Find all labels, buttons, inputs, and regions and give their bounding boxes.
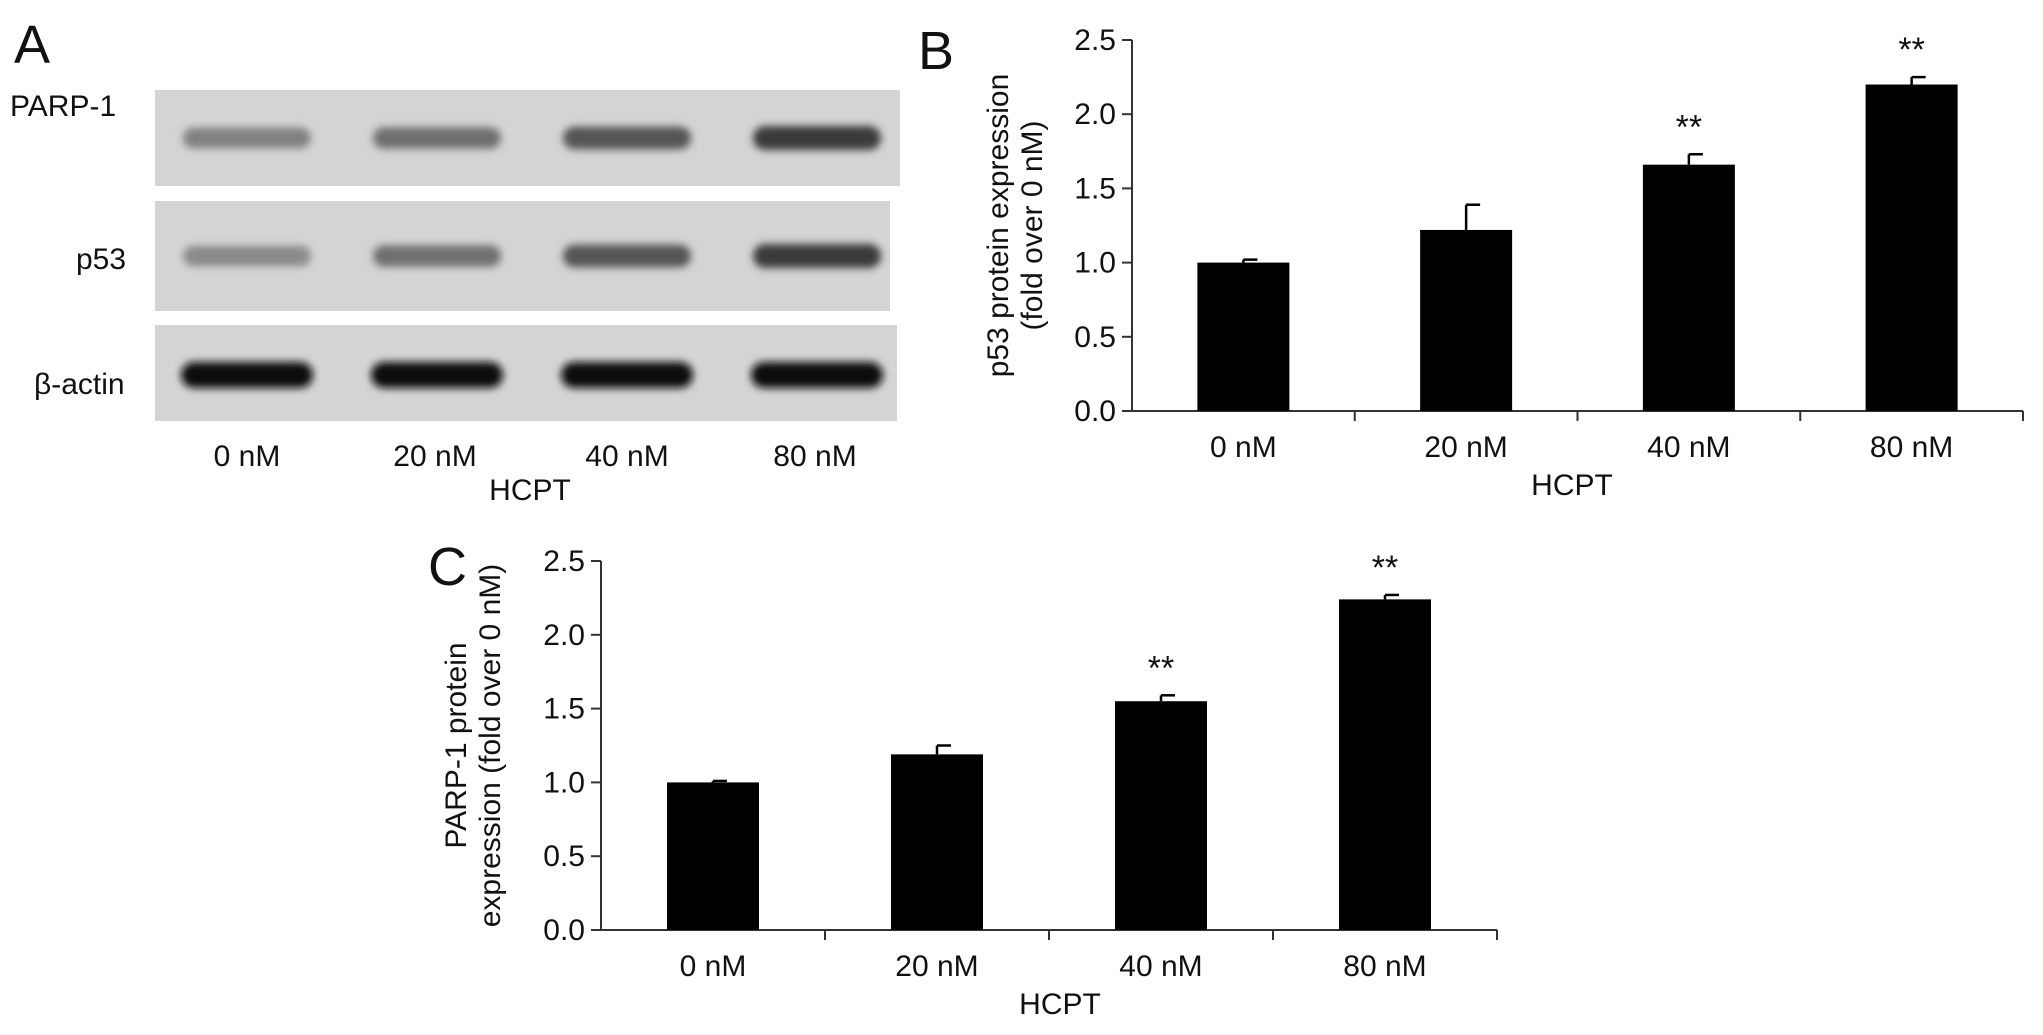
chart-b: 0.0 0.5 1.0 1.5 2.0 2.5 0 nM 20 nM ** 40 nM ** 80 n… [982, 24, 2024, 502]
blot-band-r0-l0 [183, 127, 311, 149]
x-tick-label: 20 nM [1424, 431, 1507, 464]
blot-row-label-p53: p53 [76, 243, 127, 276]
bar [1865, 84, 1958, 412]
significance-label: ** [1372, 549, 1398, 587]
x-tick-label: 0 nM [680, 950, 747, 983]
y-tick-label: 2.5 [543, 545, 585, 578]
x-axis-label: HCPT [1019, 988, 1101, 1021]
y-tick-label: 0.0 [1074, 395, 1116, 428]
x-tick-label: 40 nM [1647, 431, 1730, 464]
bar [1642, 164, 1735, 411]
y-axis-label: (fold over 0 nM) [1016, 120, 1049, 330]
x-tick-label: 0 nM [1210, 431, 1277, 464]
bar [1115, 701, 1207, 930]
x-tick-label: 40 nM [1119, 950, 1202, 983]
x-axis-label: HCPT [1531, 469, 1613, 502]
y-tick-label: 0.5 [1074, 321, 1116, 354]
y-axis-label: expression (fold over 0 nM) [474, 564, 507, 928]
x-tick-label: 20 nM [895, 950, 978, 983]
blot-band-r2-l0 [181, 362, 313, 388]
bar [891, 754, 983, 930]
blot-row-label-beta-actin: β-actin [34, 368, 125, 401]
y-axis-label: p53 protein expression [982, 74, 1015, 378]
blot-group-label: HCPT [489, 474, 571, 507]
bar [1420, 229, 1513, 411]
blot-band-r0-l3 [753, 126, 881, 150]
blot-row-label-parp1: PARP-1 [10, 90, 117, 123]
y-tick-label: 2.5 [1074, 24, 1116, 57]
y-tick-label: 1.5 [1074, 172, 1116, 205]
blot-band-r1-l1 [373, 245, 501, 267]
blot-band-r0-l1 [373, 127, 501, 149]
y-tick-label: 0.5 [543, 840, 585, 873]
blot-band-r2-l2 [561, 362, 693, 388]
panel-a-letter: A [14, 15, 51, 75]
y-tick-label: 2.0 [543, 619, 585, 652]
blot-lane-label-80nm: 80 nM [773, 440, 857, 473]
x-tick-label: 80 nM [1343, 950, 1426, 983]
y-tick-label: 1.5 [543, 693, 585, 726]
y-tick-label: 1.0 [543, 766, 585, 799]
blot-band-r1-l2 [563, 244, 691, 268]
blot-lane-label-40nm: 40 nM [585, 440, 669, 473]
blot-band-r1-l0 [183, 245, 311, 267]
blot-band-r2-l1 [371, 362, 503, 388]
significance-label: ** [1676, 108, 1702, 146]
y-tick-label: 1.0 [1074, 247, 1116, 280]
y-axis-label: PARP-1 protein [440, 642, 473, 848]
blot-lane-label-20nm: 20 nM [393, 440, 477, 473]
panel-c-letter: C [428, 537, 467, 597]
blot-band-r1-l3 [753, 244, 881, 268]
x-tick-label: 80 nM [1870, 431, 1953, 464]
bar [1197, 262, 1290, 411]
blot-band-r2-l3 [751, 362, 883, 388]
y-tick-label: 0.0 [543, 914, 585, 947]
bar [1339, 599, 1431, 930]
chart-c: 0.0 0.5 1.0 1.5 2.0 2.5 0 nM 20 nM ** 40 nM ** 80 n… [440, 545, 1498, 1021]
western-blot [155, 90, 900, 421]
bar [667, 782, 759, 930]
panel-b-letter: B [918, 21, 955, 81]
blot-lane-label-0nm: 0 nM [213, 440, 281, 473]
y-tick-label: 2.0 [1074, 98, 1116, 131]
significance-label: ** [1148, 649, 1174, 687]
significance-label: ** [1898, 31, 1924, 69]
blot-band-r0-l2 [563, 126, 691, 150]
